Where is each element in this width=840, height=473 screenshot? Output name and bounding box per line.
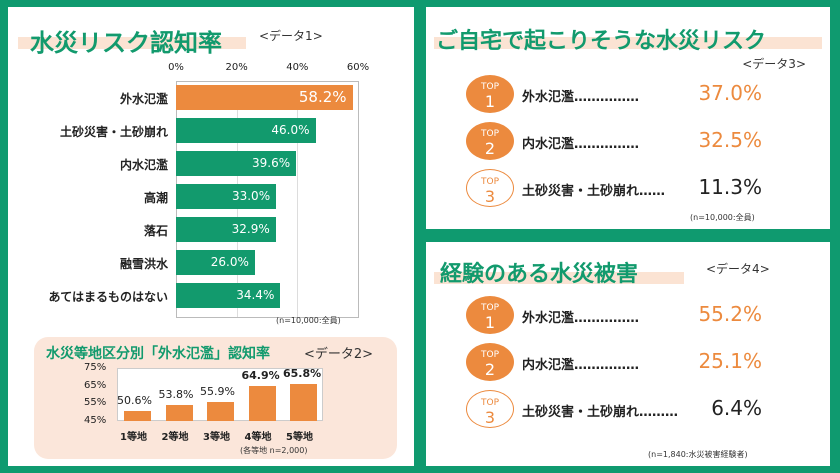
badge-rank-number: 3 [484,408,496,427]
badge-rank-number: 1 [484,313,496,332]
rank-label: 土砂災害・土砂崩れ…… [522,184,666,199]
rank-label: 外水氾濫…………… [522,90,640,105]
x-tick-label: 60% [346,62,370,73]
badge-top-label: TOP [480,398,499,408]
badge-rank-number: 3 [484,187,496,206]
rank-label: 土砂災害・土砂崩れ……… [522,405,679,420]
bar-4 [290,384,317,421]
category-label: 4等地 [244,432,272,443]
y-tick-label: 65% [84,379,107,391]
x-tick-label: 20% [225,62,248,73]
damage-title: 経験のある水災被害 [440,262,639,287]
bar-3 [248,385,276,421]
rank-value: 11.3% [698,175,762,199]
y-tick-label: 55% [84,397,107,409]
badge-top-label: TOP [480,350,499,360]
bar-4: 32.9% [176,217,276,242]
category-label: 内水氾濫 [119,158,168,172]
rank-badge: TOP 1 [466,296,514,334]
rank-badge: TOP 3 [466,390,514,428]
rank-value: 6.4% [711,396,762,420]
bar-6: 34.4% [176,283,281,308]
badge-rank-number: 1 [484,92,496,111]
bar-0: 58.2% [176,85,353,110]
rank-value: 25.1% [698,349,762,373]
category-label: 2等地 [161,432,189,443]
data-label: 64.9% [241,368,280,382]
badge-top-label: TOP [480,177,499,187]
badge-top-label: TOP [480,303,499,313]
gridline [297,88,299,318]
bar-0 [124,411,151,421]
category-label: 外水氾濫 [119,92,168,106]
data-label: 50.6% [117,394,152,408]
bar-1: 46.0% [176,118,316,143]
awareness-note: (n=10,000:全員) [276,316,341,325]
badge-rank-number: 2 [484,139,496,158]
data4-tag: <データ4> [706,262,770,276]
data3-tag: <データ3> [742,57,806,71]
x-tick-label: 0% [168,62,184,73]
category-label: 融雪洪水 [119,257,168,271]
bar-2: 39.6% [176,151,297,176]
damage-panel: 経験のある水災被害 <データ4> TOP 1 外水氾濫…………… 55.2% TOP 2 内… [426,242,830,466]
risk-panel: ご自宅で起こりそうな水災リスク <データ3> TOP 1 外水氾濫…………… 37.0… [426,7,830,229]
y-tick-label: 75% [84,362,107,373]
awareness-title: 水災リスク認知率 [30,29,222,57]
data2-tag: <データ2> [304,347,374,362]
category-label: 5等地 [286,432,313,443]
badge-top-label: TOP [480,129,499,139]
data-label: 53.8% [158,388,194,402]
badge-top-label: TOP [480,82,499,92]
rank-badge: TOP 2 [466,343,514,381]
category-label: あてはまるものはない [48,290,168,304]
data-label: 65.8% [283,367,322,381]
left-panel: 水災リスク認知率 <データ1> 0% 20% 40% 60% 外水氾濫 58.2% 土砂災害… [8,7,414,466]
y-tick-label: 45% [84,415,107,426]
risk-title: ご自宅で起こりそうな水災リスク [436,29,767,54]
rank-value: 32.5% [698,128,762,152]
risk-note: (n=10,000:全員) [690,213,755,222]
rank-value: 37.0% [698,81,762,105]
badge-rank-number: 2 [484,360,496,379]
category-label: 3等地 [203,432,230,443]
rank-label: 内水氾濫…………… [522,358,640,373]
rank-value: 55.2% [698,302,762,326]
bar-5: 26.0% [176,250,255,275]
sub-chart-title: 水災等地区分別「外水氾濫」認知率 [46,346,270,362]
damage-note: (n=1,840:水災被害経験者) [648,450,748,459]
rank-label: 外水氾濫…………… [522,311,640,326]
rank-badge: TOP 3 [466,169,514,207]
bar-1 [165,405,193,421]
rank-badge: TOP 2 [466,122,514,160]
x-tick-label: 40% [286,62,309,73]
rank-label: 内水氾濫…………… [522,137,640,152]
category-label: 高潮 [143,191,168,205]
sub-chart-note: (各等地 n=2,000) [240,446,308,455]
category-label: 落石 [143,224,168,238]
data1-tag: <データ1> [259,29,323,43]
data-label: 55.9% [200,384,235,398]
bar-2 [207,401,234,421]
category-label: 1等地 [120,432,147,443]
bar-3: 33.0% [176,184,277,209]
category-label: 土砂災害・土砂崩れ [59,125,168,139]
rank-badge: TOP 1 [466,75,514,113]
